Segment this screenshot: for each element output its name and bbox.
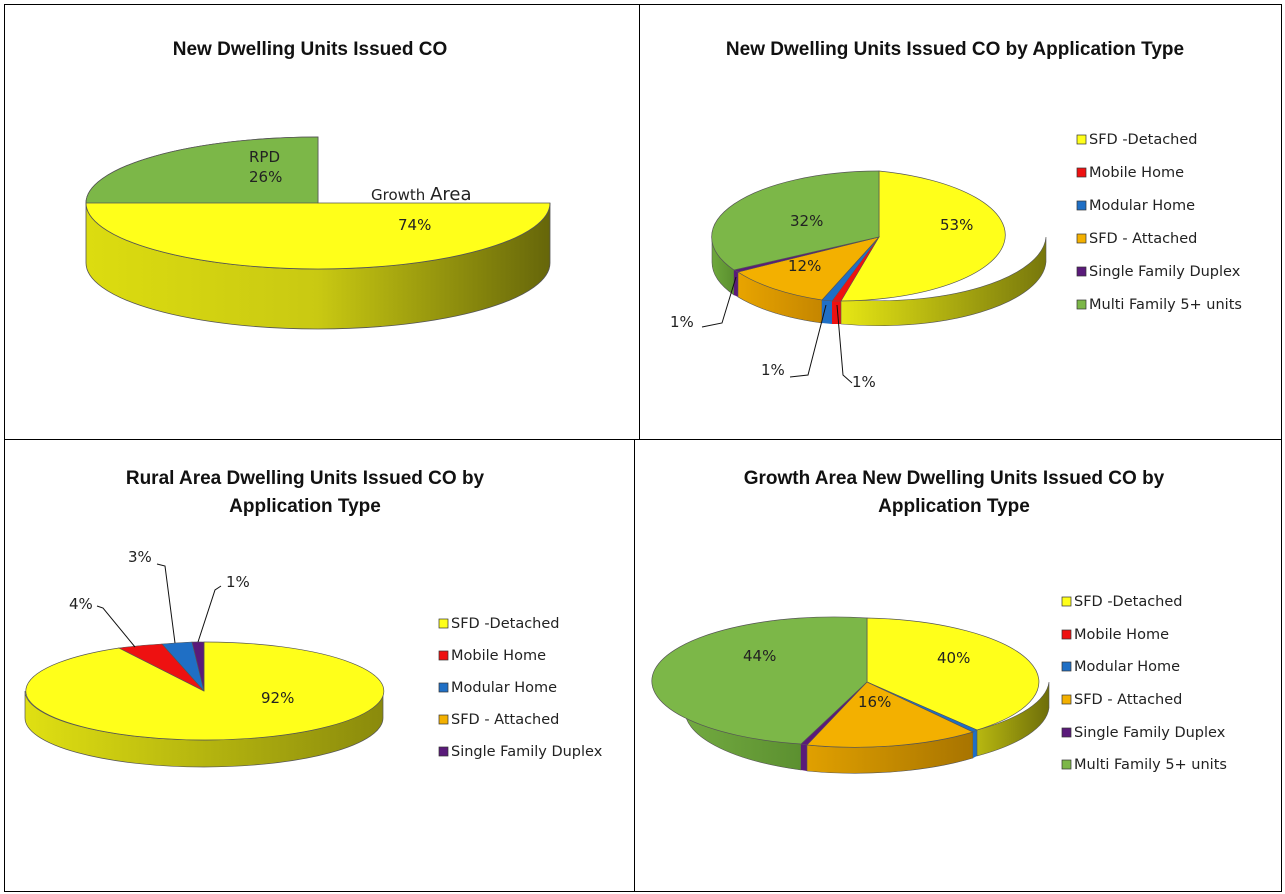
pie-slice-sfd-attached (737, 236, 881, 301)
legend-swatch-modular-home (438, 682, 449, 693)
legend-item-sfd-attached: SFD - Attached (1074, 692, 1182, 708)
pie-slice-sfd-detached (840, 170, 1006, 302)
pie-side-duplex (734, 270, 738, 297)
pie-side-modular (822, 298, 832, 324)
legend-swatch-sfd-detached (1061, 596, 1072, 607)
legend-swatch-single-family-duplex (1061, 727, 1072, 738)
leader-line-mobile (96, 605, 136, 648)
leader-line-mobile (836, 304, 853, 384)
pie-slice-multi-family (651, 616, 868, 745)
legend: SFD -Detached Mobile Home Modular Home S… (1061, 594, 1227, 773)
legend-swatch-multi-family (1076, 299, 1087, 310)
legend-swatch-mobile-home (1076, 167, 1087, 178)
legend-item-multi-family: Multi Family 5+ units (1074, 757, 1227, 773)
legend-swatch-modular-home (1076, 200, 1087, 211)
slice-value-sfd-attached: 16% (858, 693, 891, 711)
chart-title-line-2: Application Type (229, 496, 381, 517)
slice-label-rpd: RPD (249, 148, 280, 166)
slice-value-growth-area: 74% (398, 216, 431, 234)
legend-item-single-family-duplex: Single Family Duplex (1074, 725, 1226, 741)
pie-side-sfd-detached (976, 681, 1050, 757)
slice-label-growth-area: Growth Area (371, 184, 472, 205)
legend-swatch-multi-family (1061, 759, 1072, 770)
legend-item-mobile-home: Mobile Home (1074, 627, 1169, 643)
legend-item-single-family-duplex: Single Family Duplex (1089, 264, 1241, 280)
legend-swatch-sfd-attached (1076, 233, 1087, 244)
pie-side-duplex (801, 744, 807, 771)
chart-growth-area-svg: Growth Area New Dwelling Units Issued CO… (651, 468, 1227, 774)
legend-swatch-sfd-attached (1061, 694, 1072, 705)
legend-swatch-sfd-attached (438, 714, 449, 725)
pie-slice-rpd (85, 136, 319, 204)
slice-value-multi-family: 32% (790, 212, 823, 230)
chart-panel-by-application-type: New Dwelling Units Issued CO by Applicat… (639, 4, 1282, 440)
pie-slice-sfd-detached (866, 617, 1040, 731)
legend-swatch-single-family-duplex (438, 746, 449, 757)
slice-value-mobile-home: 4% (69, 595, 93, 613)
legend-item-sfd-detached: SFD -Detached (1089, 132, 1198, 148)
legend-item-sfd-detached: SFD -Detached (1074, 594, 1183, 610)
legend: SFD -Detached Mobile Home Modular Home S… (1076, 132, 1242, 313)
pie-slice-multi-family (711, 170, 880, 271)
legend-item-sfd-detached: SFD -Detached (451, 616, 560, 632)
legend-item-mobile-home: Mobile Home (451, 648, 546, 664)
legend-item-multi-family: Multi Family 5+ units (1089, 297, 1242, 313)
slice-value-sfd-attached: 12% (788, 257, 821, 275)
chart-panel-growth-area: Growth Area New Dwelling Units Issued CO… (634, 439, 1282, 892)
legend-swatch-single-family-duplex (1076, 266, 1087, 277)
leader-line-modular (156, 563, 176, 644)
slice-value-rpd: 26% (249, 168, 282, 186)
slice-value-single-family-duplex: 1% (670, 313, 694, 331)
legend-swatch-sfd-detached (1076, 134, 1087, 145)
leader-line-duplex (701, 276, 737, 328)
slice-value-modular-home: 3% (128, 548, 152, 566)
chart-title-line-2: Application Type (878, 496, 1030, 517)
chart-panel-dwelling-units: New Dwelling Units Issued CO RPD 26% Gro… (4, 4, 640, 440)
legend-swatch-mobile-home (438, 650, 449, 661)
leader-line-duplex (197, 585, 222, 643)
slice-value-mobile-home: 1% (852, 373, 876, 391)
legend-item-sfd-attached: SFD - Attached (451, 712, 559, 728)
chart-dwelling-units-svg: New Dwelling Units Issued CO RPD 26% Gro… (85, 39, 551, 330)
slice-value-single-family-duplex: 1% (226, 573, 250, 591)
pie-side-modular (973, 730, 977, 758)
slice-value-multi-family: 44% (743, 647, 776, 665)
chart-title: New Dwelling Units Issued CO (173, 39, 448, 60)
pie-slice-sfd-attached (806, 681, 974, 748)
pie-side-mobile (832, 299, 841, 324)
slice-value-sfd-detached: 53% (940, 216, 973, 234)
slice-value-modular-home: 1% (761, 361, 785, 379)
pie-side-sfd-detached (840, 236, 1047, 327)
legend-item-single-family-duplex: Single Family Duplex (451, 744, 603, 760)
legend-item-modular-home: Modular Home (1074, 659, 1180, 675)
leader-line-modular (789, 304, 827, 378)
legend-item-sfd-attached: SFD - Attached (1089, 231, 1197, 247)
legend-swatch-sfd-detached (438, 618, 449, 629)
slice-value-sfd-detached: 92% (261, 689, 294, 707)
legend-swatch-modular-home (1061, 661, 1072, 672)
chart-rural-area-svg: Rural Area Dwelling Units Issued CO by A… (24, 468, 603, 768)
legend: SFD -Detached Mobile Home Modular Home S… (438, 616, 603, 760)
chart-title: New Dwelling Units Issued CO by Applicat… (726, 39, 1184, 60)
legend-swatch-mobile-home (1061, 629, 1072, 640)
chart-panel-rural-area: Rural Area Dwelling Units Issued CO by A… (4, 439, 635, 892)
legend-item-mobile-home: Mobile Home (1089, 165, 1184, 181)
chart-by-application-type-svg: New Dwelling Units Issued CO by Applicat… (670, 39, 1242, 391)
pie-slice-sfd-detached (25, 641, 385, 741)
chart-title-line-1: Rural Area Dwelling Units Issued CO by (126, 468, 485, 489)
chart-title-line-1: Growth Area New Dwelling Units Issued CO… (744, 468, 1165, 489)
legend-item-modular-home: Modular Home (451, 680, 557, 696)
legend-item-modular-home: Modular Home (1089, 198, 1195, 214)
slice-value-sfd-detached: 40% (937, 649, 970, 667)
